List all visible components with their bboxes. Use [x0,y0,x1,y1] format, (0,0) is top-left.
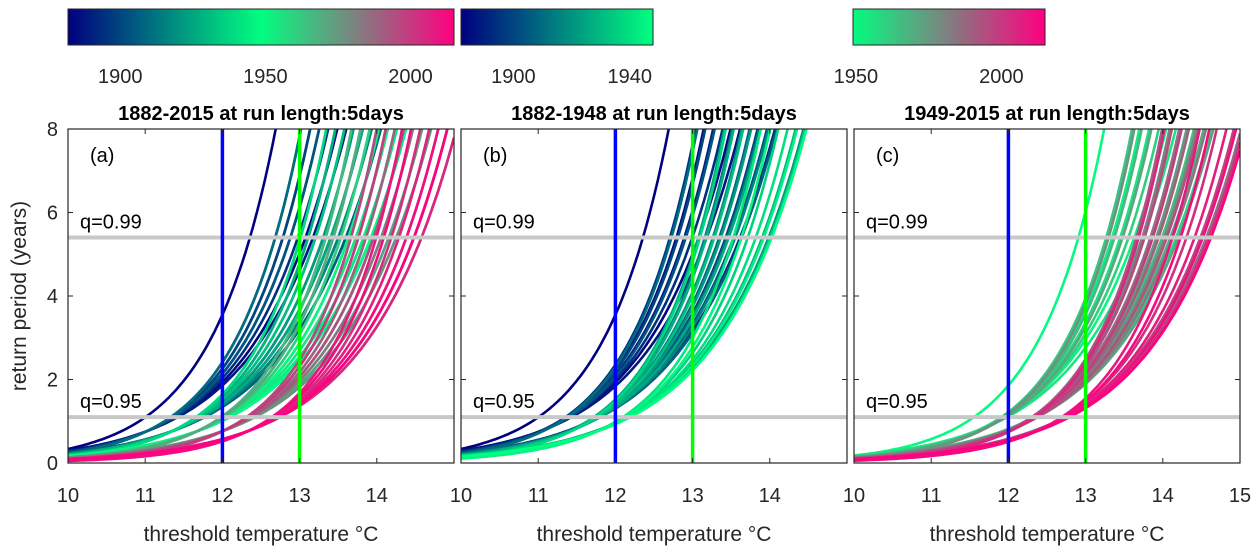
quantile-label: q=0.99 [866,212,928,234]
return-period-curve [68,129,449,461]
return-period-curve [854,129,1153,459]
panel-b-xlabel-unit: °C [748,523,772,546]
return-period-curve [854,129,1106,457]
quantile-label: q=0.95 [866,391,928,413]
x-tick-label: 10 [57,485,79,507]
x-tick-label: 11 [921,485,942,507]
panel-c-title: 1949-2015 at run length:5days [904,103,1190,125]
colorbar-c: 1950 2000 [834,8,1046,88]
x-tick-label: 11 [528,485,549,507]
panel-a-xlabel-text: threshold temperature [144,523,349,546]
colorbar-c-ticks: 1950 2000 [834,66,1024,88]
y-tick-label: 2 [47,370,58,392]
panel-b-reference-lines: q=0.99 q=0.95 [461,129,847,463]
colorbar-b: 1900 1940 [460,8,654,88]
panel-c: 1949-2015 at run length:5days q=0.99q=0.… [843,103,1251,546]
x-tick-label: 10 [843,485,865,507]
panel-c-xlabel: threshold temperature °C [930,523,1165,546]
x-tick-label: 14 [759,485,781,507]
panel-a-reference-lines: q=0.99 q=0.95 [68,129,454,463]
x-tick-label: 13 [288,485,310,507]
panel-c-reference-lines: q=0.99 q=0.95 [854,129,1240,463]
panel-b-label: (b) [483,145,507,167]
return-period-curve [461,129,671,451]
colorbar-a-tick-label: 1950 [243,66,288,88]
x-tick-label: 12 [997,485,1019,507]
colorbar-c-tick-label: 2000 [979,66,1024,88]
quantile-label: q=0.95 [80,391,142,413]
x-tick-label: 11 [135,485,156,507]
return-period-curve [461,129,772,460]
panel-a-title: 1882-2015 at run length:5days [118,103,404,125]
panel-a-y-ticks: 0 2 4 6 8 [47,119,454,475]
colorbar-b-tick-label: 1900 [491,66,536,88]
panel-c-label: (c) [876,145,899,167]
panel-b: 1882-1948 at run length:5days q=0.99q=0.… [450,103,848,546]
colorbar-b-ticks: 1900 1940 [491,66,652,88]
panel-a: 1882-2015 at run length:5days q=0.99q=0.… [8,103,455,546]
return-period-curve [854,149,1240,461]
y-tick-label: 4 [47,286,58,308]
x-tick-label: 10 [450,485,472,507]
panel-b-xlabel: threshold temperature °C [537,523,772,546]
x-tick-label: 12 [211,485,233,507]
colorbar-a-tick-label: 2000 [388,66,433,88]
x-tick-label: 14 [1152,485,1174,507]
colorbar-b-tick-label: 1940 [607,66,652,88]
panel-b-curves [461,129,808,460]
panel-a-label: (a) [90,145,114,167]
return-period-curve [68,129,303,455]
quantile-label: q=0.95 [473,391,535,413]
return-period-curve [461,129,808,458]
panel-c-xlabel-text: threshold temperature [930,523,1135,546]
panel-b-title: 1882-1948 at run length:5days [511,103,797,125]
panel-c-curves [854,129,1240,462]
return-period-curve [461,129,728,459]
x-tick-label: 14 [366,485,388,507]
quantile-label: q=0.99 [473,212,535,234]
panel-b-xlabel-text: threshold temperature [537,523,742,546]
x-tick-label: 13 [1074,485,1096,507]
y-tick-label: 8 [47,119,58,141]
panel-a-curves [68,129,454,463]
y-axis-label: return period (years) [8,201,31,391]
quantile-label: q=0.99 [80,212,142,234]
colorbar-a-ticks: 1900 1950 2000 [98,66,433,88]
return-period-curve [68,129,328,458]
panel-a-xlabel: threshold temperature °C [144,523,379,546]
colorbar-a-tick-label: 1900 [98,66,143,88]
y-tick-label: 0 [47,453,58,475]
x-tick-label: 12 [604,485,626,507]
colorbar-a: 1900 1950 2000 [67,8,455,88]
x-tick-label: 15 [1229,485,1251,507]
y-tick-label: 6 [47,203,58,225]
return-period-curve [68,129,278,451]
return-period-curve [461,129,699,456]
x-tick-label: 13 [681,485,703,507]
panel-a-xlabel-unit: °C [355,523,379,546]
panel-c-x-ticks: 10 11 12 13 14 15 [843,129,1251,507]
panel-c-xlabel-unit: °C [1141,523,1165,546]
panel-b-x-ticks: 10 11 12 13 14 [450,129,781,507]
colorbar-c-tick-label: 1950 [834,66,879,88]
panel-a-x-ticks: 10 11 12 13 14 [57,129,388,507]
